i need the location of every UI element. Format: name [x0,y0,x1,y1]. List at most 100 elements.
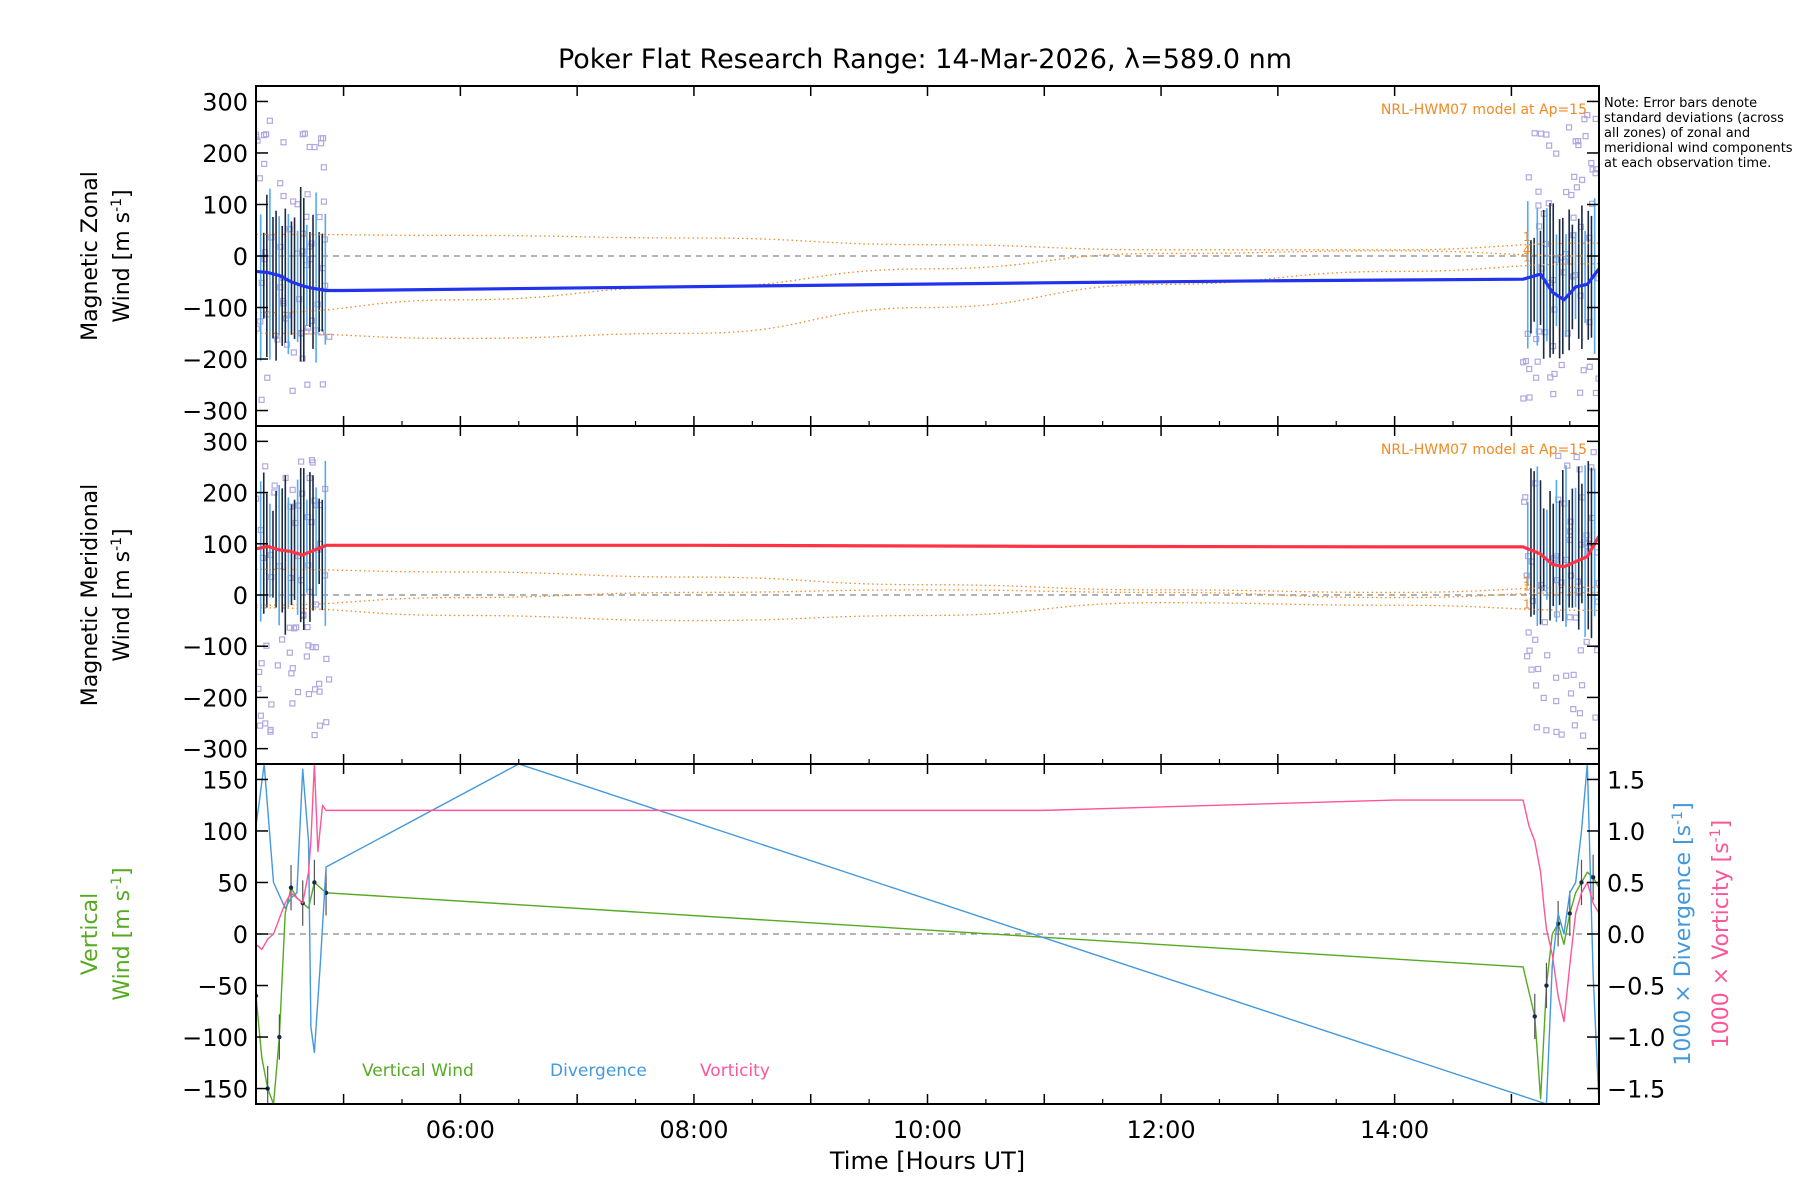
x-tick-label: 08:00 [659,1116,728,1144]
y2-tick-label: −1.5 [1607,1076,1665,1104]
zonal-sample-point [1568,191,1575,199]
zonal-sample-point [1547,374,1554,381]
vertical-y-tick-label: 50 [217,869,248,897]
zonal-sample-point [1520,359,1527,366]
y2-tick-label: 0.5 [1607,869,1645,897]
meridional-sample-point [1526,647,1533,654]
zonal-model-curve-1 [256,233,1599,251]
vertical-y-label-line2: Wind [m s-1] [109,867,135,1000]
meridional-sample-point [257,712,264,719]
meridional-sample-point [289,665,296,672]
zonal-sample-point [318,135,325,142]
zonal-sample-point [289,387,296,394]
meridional-sample-point [1594,647,1599,654]
zonal-sample-point [1543,131,1550,138]
zonal-sample-point [1592,115,1599,123]
zonal-sample-point [1534,358,1541,365]
zonal-y-tick-label: 300 [202,88,248,116]
meridional-sample-point [262,720,269,727]
meridional-y-tick-label: 200 [202,480,248,508]
zonal-sample-point [1570,214,1577,221]
vertical-data-point [277,1034,282,1040]
zonal-sample-point [317,140,325,147]
meridional-sample-point [294,688,302,696]
vertical-y-tick-label: 100 [202,818,248,846]
zonal-sample-point [1588,159,1595,167]
x-tick-label: 12:00 [1126,1116,1195,1144]
meridional-sample-point [1533,724,1540,731]
meridional-sample-point [303,653,310,660]
x-axis-label: Time [Hours UT] [829,1147,1025,1175]
zonal-sample-point [1582,133,1589,140]
meridional-sample-point [305,690,313,698]
vertical-y-tick-label: 0 [233,921,248,949]
zonal-sample-point [1579,176,1586,183]
zonal-sample-point [317,329,324,336]
panel-vertical: −150 −100 −50 0 50 100 150 Vertical Wind [m s-1]… [78,763,1734,1175]
y2-tick-label: 1.5 [1607,766,1645,794]
zonal-y-tick-label: −200 [182,346,248,374]
legend-vorticity: Vorticity [700,1061,770,1081]
meridional-model-tag-3: 1 [1523,597,1531,611]
meridional-series-magnetic-meridional-wind [256,535,1599,569]
meridional-sample-point [1570,671,1577,678]
meridional-sample-point [289,700,296,707]
zonal-sample-point [1550,390,1557,398]
meridional-sample-point [1571,722,1578,729]
vertical-series-vertical-wind [256,871,1599,1104]
meridional-y-tick-label: 100 [202,531,248,559]
zonal-sample-point [256,137,261,144]
y2-tick-label: −1.0 [1607,1024,1665,1052]
meridional-sample-point [1553,728,1560,736]
zonal-sample-point [280,139,287,146]
meridional-model-curve-3 [256,602,1599,622]
zonal-model-tag-1: 1 [1523,230,1531,244]
zonal-sample-point [320,198,328,205]
meridional-model-tag-2: 1 [1523,579,1531,593]
meridional-sample-point [256,722,264,729]
meridional-y-label-line2: Wind [m s-1] [109,528,135,661]
meridional-sample-point [268,701,275,708]
meridional-sample-point [308,457,316,464]
meridional-sample-point [312,601,320,608]
zonal-sample-point [1526,365,1533,373]
zonal-plot-area: 141 [256,112,1599,403]
x-tick-label: 14:00 [1360,1116,1429,1144]
zonal-sample-point [1535,202,1542,209]
meridional-sample-point [286,624,293,631]
meridional-y-tick-label: −100 [182,633,248,661]
vertical-data-point [1567,911,1573,916]
vertical-series-vorticity [256,764,1599,1023]
zonal-y-label-line2: Wind [m s-1] [109,189,135,322]
meridional-sample-point [256,668,263,676]
zonal-y-tick-label: −100 [182,295,248,323]
meridional-sample-point [308,519,315,526]
meridional-model-label: NRL-HWM07 model at Ap=15 [1381,442,1587,458]
zonal-sample-point [316,213,323,221]
error-bar-note: Note: Error bars denote standard deviati… [1604,96,1793,171]
vertical-series-divergence [256,764,1599,1104]
zonal-sample-point [1545,200,1552,207]
meridional-model-tag-1: 1 [1523,574,1531,588]
zonal-sample-point [261,160,268,168]
zonal-sample-point [1542,329,1549,336]
meridional-sample-point [262,463,269,470]
zonal-sample-point [283,341,291,348]
zonal-sample-point [1533,335,1540,343]
zonal-sample-point [1535,188,1542,195]
zonal-sample-point [311,143,318,151]
vertical-data-point [1590,875,1596,880]
zonal-sample-point [320,164,327,171]
zonal-sample-point [1592,389,1599,397]
y2-tick-label: −0.5 [1607,973,1665,1001]
meridional-sample-point [256,685,262,692]
zonal-sample-point [1573,184,1580,191]
zonal-sample-point [258,396,265,403]
zonal-sample-point [1576,389,1584,396]
zonal-sample-point [296,296,303,303]
meridional-sample-point [325,676,333,683]
zonal-sample-point [264,374,271,381]
vertical-data-point [1532,1014,1537,1019]
